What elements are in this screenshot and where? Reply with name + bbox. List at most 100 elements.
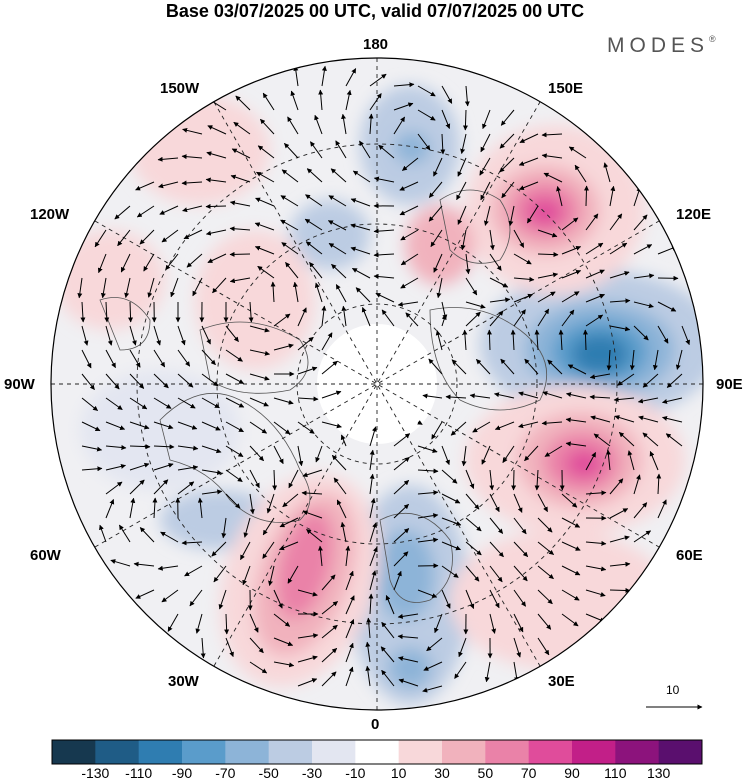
wind-vector — [249, 613, 259, 633]
wind-vector — [321, 671, 337, 687]
colorbar — [51, 739, 703, 765]
wind-vector — [153, 479, 169, 495]
wind-vector — [249, 445, 264, 462]
wind-vector — [205, 177, 227, 183]
wind-vector — [469, 393, 491, 399]
wind-vector — [426, 637, 443, 652]
wind-vector — [230, 174, 251, 183]
wind-vector — [321, 332, 333, 351]
wind-vector — [184, 565, 203, 577]
wind-vector — [129, 444, 151, 450]
wind-vector — [541, 420, 563, 426]
colorbar-swatch — [95, 740, 140, 764]
wind-vector — [609, 213, 623, 231]
wind-vector — [161, 229, 179, 243]
wind-vector — [609, 535, 630, 543]
wind-vector — [681, 325, 690, 346]
wind-vector — [513, 229, 525, 248]
wind-vector — [617, 373, 635, 386]
wind-vector — [398, 678, 419, 687]
wind-vector — [585, 452, 597, 471]
wind-vector — [333, 477, 347, 495]
wind-vector — [479, 157, 491, 176]
wind-vector — [139, 527, 155, 543]
wind-vector — [160, 531, 179, 543]
wind-vector — [465, 565, 480, 582]
wind-vector — [476, 359, 491, 375]
colorbar-tick-label: 70 — [520, 765, 537, 781]
wind-vector — [561, 245, 582, 255]
wind-vector — [302, 469, 323, 478]
colorbar-swatch — [615, 740, 660, 764]
wind-vector — [288, 469, 299, 489]
wind-vector — [417, 490, 439, 496]
wind-vector — [526, 205, 539, 224]
wind-vector — [489, 517, 504, 534]
wind-vector — [513, 541, 529, 557]
wind-vector — [249, 469, 260, 489]
wind-vector — [393, 102, 414, 111]
wind-vector — [393, 433, 411, 447]
colorbar-swatch — [312, 740, 356, 764]
wind-vector — [369, 497, 376, 519]
wind-vector — [153, 325, 161, 346]
map-disk — [51, 58, 703, 710]
wind-vector — [369, 93, 382, 111]
wind-vector — [331, 455, 347, 471]
wind-vector — [399, 181, 419, 191]
wind-vector — [309, 262, 323, 279]
wind-vector — [328, 242, 347, 255]
wind-vector — [297, 655, 318, 663]
lon-label-150w: 150W — [160, 80, 200, 97]
colorbar-tick-label: -10 — [345, 765, 366, 781]
wind-vector — [441, 541, 461, 551]
wind-vector — [609, 298, 631, 304]
wind-vector — [314, 282, 323, 303]
wind-vector — [104, 301, 110, 323]
wind-vector — [649, 451, 659, 471]
wind-vector — [417, 445, 438, 453]
wind-vector — [450, 421, 467, 436]
wind-vector — [434, 613, 443, 634]
wind-vector — [489, 541, 504, 558]
wind-vector — [207, 253, 227, 263]
wind-vector — [211, 541, 227, 557]
wind-vector — [315, 445, 323, 463]
wind-vector — [201, 397, 220, 409]
wind-vector — [99, 524, 107, 543]
wind-vector — [81, 325, 89, 346]
colorbar-swatch — [442, 740, 486, 764]
wind-vector — [192, 277, 203, 297]
wind-vector — [314, 114, 323, 135]
wind-vector — [80, 301, 86, 323]
wind-vector — [224, 613, 230, 635]
wind-vector — [441, 109, 451, 129]
wind-vector — [257, 145, 275, 159]
wind-vector — [117, 229, 131, 247]
wind-vector — [513, 493, 523, 513]
colorbar-tick-label: 110 — [604, 765, 627, 781]
wind-vector — [462, 329, 468, 351]
wind-vector — [435, 330, 443, 351]
wind-vector — [465, 541, 482, 556]
wind-vector — [100, 277, 107, 299]
wind-vector — [304, 218, 323, 231]
wind-vector — [297, 366, 318, 375]
wind-vector — [153, 421, 174, 430]
wind-vector — [465, 493, 480, 510]
wind-vector — [561, 291, 580, 303]
wind-vector — [129, 397, 148, 410]
wind-vector — [129, 462, 150, 471]
wind-vector — [561, 565, 581, 576]
wind-vector — [537, 613, 552, 630]
wind-vector — [181, 180, 203, 186]
wind-vector — [627, 450, 635, 471]
colorbar-swatch — [52, 740, 96, 764]
wind-vector — [280, 219, 299, 231]
wind-vector — [147, 277, 155, 298]
wind-vector — [500, 358, 515, 375]
wind-vector — [609, 478, 624, 495]
wind-vector — [345, 642, 354, 663]
wind-vector — [255, 197, 275, 207]
wind-vector — [405, 312, 419, 327]
